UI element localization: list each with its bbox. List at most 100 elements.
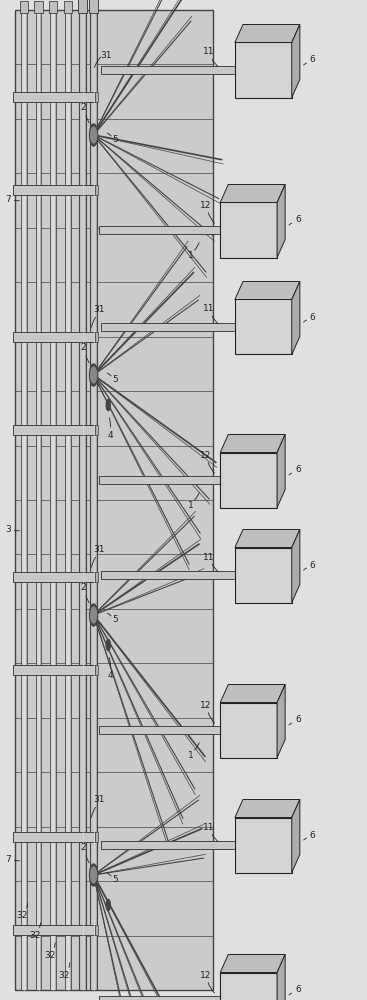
Circle shape bbox=[91, 607, 97, 623]
Text: 11: 11 bbox=[203, 304, 215, 313]
Bar bbox=[85, 10, 86, 990]
Text: 5: 5 bbox=[113, 876, 119, 884]
Bar bbox=[34, 1, 43, 13]
Bar bbox=[99, 226, 220, 234]
Text: 31: 31 bbox=[93, 306, 105, 314]
Circle shape bbox=[106, 399, 110, 411]
Circle shape bbox=[90, 864, 98, 886]
Bar bbox=[220, 452, 277, 508]
Bar bbox=[13, 332, 95, 342]
Polygon shape bbox=[220, 954, 285, 972]
Text: 5: 5 bbox=[113, 135, 119, 144]
Bar bbox=[13, 425, 95, 435]
Bar bbox=[99, 726, 220, 734]
Bar bbox=[99, 996, 220, 1000]
Circle shape bbox=[91, 127, 97, 143]
Bar bbox=[21, 10, 27, 990]
Text: 1: 1 bbox=[188, 500, 194, 510]
Bar bbox=[65, 10, 71, 990]
Text: 31: 31 bbox=[93, 796, 105, 804]
Polygon shape bbox=[277, 954, 285, 1000]
Polygon shape bbox=[292, 529, 300, 602]
Bar bbox=[101, 323, 235, 331]
Circle shape bbox=[91, 867, 97, 883]
Polygon shape bbox=[292, 800, 300, 872]
Bar bbox=[95, 92, 98, 102]
Text: 2: 2 bbox=[80, 103, 86, 111]
Bar bbox=[13, 185, 95, 195]
Text: 31: 31 bbox=[101, 50, 112, 60]
Bar bbox=[95, 332, 98, 342]
Text: 5: 5 bbox=[113, 375, 119, 384]
Polygon shape bbox=[277, 434, 285, 508]
Polygon shape bbox=[292, 25, 300, 98]
Text: 6: 6 bbox=[310, 830, 316, 840]
Polygon shape bbox=[235, 282, 300, 300]
Text: 2: 2 bbox=[80, 842, 86, 852]
Bar bbox=[99, 476, 220, 484]
Polygon shape bbox=[220, 184, 285, 202]
Text: 31: 31 bbox=[93, 546, 105, 554]
Bar bbox=[15, 10, 213, 990]
Text: 12: 12 bbox=[200, 700, 211, 710]
Text: 3: 3 bbox=[5, 526, 11, 534]
Bar bbox=[13, 92, 95, 102]
Text: 6: 6 bbox=[310, 55, 316, 64]
Bar bbox=[64, 1, 72, 13]
Polygon shape bbox=[220, 434, 285, 452]
Circle shape bbox=[90, 364, 98, 386]
Bar bbox=[95, 832, 98, 842]
Bar bbox=[13, 665, 95, 675]
Bar bbox=[220, 972, 277, 1000]
Bar bbox=[220, 702, 277, 758]
Text: 32: 32 bbox=[29, 930, 40, 940]
Bar bbox=[55, 10, 56, 990]
Bar bbox=[49, 1, 57, 13]
Text: 1: 1 bbox=[188, 750, 194, 760]
Text: 32: 32 bbox=[44, 950, 55, 960]
Text: 11: 11 bbox=[203, 552, 215, 562]
Text: 7: 7 bbox=[5, 856, 11, 864]
Text: 6: 6 bbox=[295, 716, 301, 724]
Bar bbox=[13, 925, 95, 935]
Bar bbox=[235, 818, 292, 872]
Text: 4: 4 bbox=[107, 430, 113, 440]
Circle shape bbox=[90, 124, 98, 146]
Bar bbox=[220, 202, 277, 257]
Bar bbox=[96, 10, 97, 990]
Text: 6: 6 bbox=[295, 466, 301, 475]
Bar bbox=[89, 0, 98, 13]
Text: 11: 11 bbox=[203, 47, 215, 56]
Text: 6: 6 bbox=[295, 216, 301, 225]
Text: 12: 12 bbox=[200, 200, 211, 210]
Bar bbox=[101, 571, 235, 579]
Bar bbox=[26, 10, 27, 990]
Polygon shape bbox=[292, 282, 300, 354]
Bar bbox=[13, 832, 95, 842]
Circle shape bbox=[106, 899, 110, 911]
Polygon shape bbox=[235, 25, 300, 43]
Bar bbox=[235, 299, 292, 354]
Text: 5: 5 bbox=[113, 615, 119, 624]
Bar bbox=[70, 10, 71, 990]
Text: 1: 1 bbox=[188, 250, 194, 259]
Text: 12: 12 bbox=[200, 970, 211, 980]
Bar bbox=[90, 10, 97, 990]
Text: 11: 11 bbox=[203, 822, 215, 832]
Polygon shape bbox=[235, 529, 300, 548]
Bar bbox=[79, 10, 86, 990]
Bar bbox=[101, 841, 235, 849]
Circle shape bbox=[90, 604, 98, 626]
Text: 2: 2 bbox=[80, 582, 86, 591]
Text: 2: 2 bbox=[80, 342, 86, 352]
Text: 6: 6 bbox=[310, 560, 316, 570]
Bar bbox=[95, 572, 98, 582]
Bar bbox=[95, 425, 98, 435]
Bar bbox=[20, 1, 28, 13]
Text: 6: 6 bbox=[310, 312, 316, 322]
Text: 4: 4 bbox=[107, 670, 113, 680]
Bar bbox=[78, 0, 87, 13]
Polygon shape bbox=[220, 684, 285, 702]
Polygon shape bbox=[235, 800, 300, 818]
Circle shape bbox=[106, 639, 110, 651]
